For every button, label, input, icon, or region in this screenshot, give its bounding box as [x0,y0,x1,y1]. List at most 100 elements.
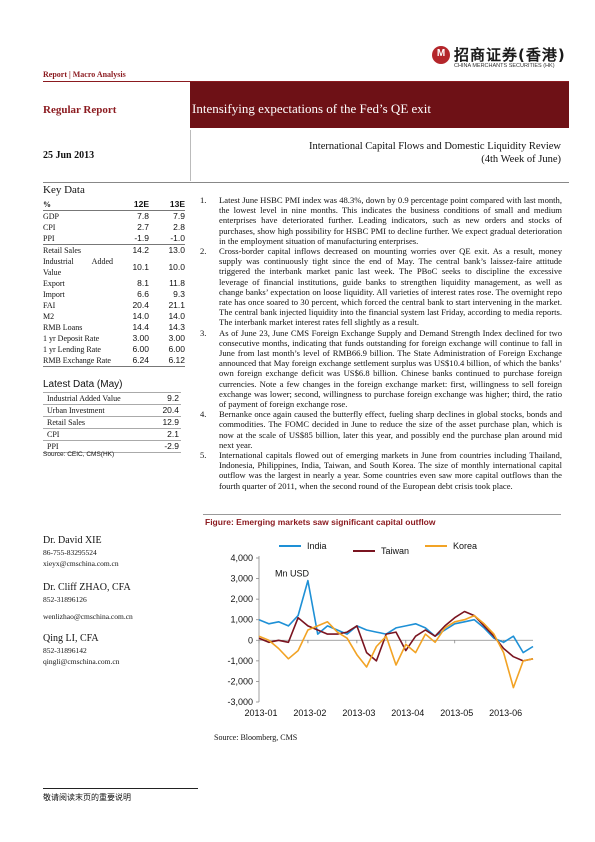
header-divider [190,130,191,181]
x-tick-label: 2013-03 [342,708,375,718]
latest-data-source: Source: CEIC, CMS(HK) [43,451,115,458]
key-data-label: M2 [43,312,55,321]
key-data-value-12e: 6.00 [132,344,149,354]
key-data-label: FAI [43,301,56,310]
report-subtitle: International Capital Flows and Domestic… [192,140,561,166]
key-data-row: RMB Exchange Rate 6.24 6.12 [43,355,185,367]
header-rule [43,81,569,82]
analyst-card: Qing LI, CFA 852-31896142 qingli@cmschin… [43,633,119,668]
y-tick-label: 1,000 [230,615,253,625]
y-tick-label: 2,000 [230,594,253,604]
key-data-value-13e: 21.1 [168,300,185,310]
key-data-value-12e: 10.1 [132,261,149,272]
key-data-row: GDP 7.8 7.9 [43,211,185,223]
key-data-value-13e: 6.12 [149,355,185,367]
y-tick-label: -1,000 [227,656,253,666]
bullet-text: Latest June HSBC PMI index was 48.3%, do… [219,195,562,246]
latest-data-label: Urban Investment [43,404,150,417]
key-data-header-col2: 13E [149,199,185,211]
bullet-number: 5. [200,450,207,461]
bullet-item: 2. Cross-border capital inflows decreased… [200,246,562,328]
key-data-value-13e: 9.3 [173,289,185,299]
y-tick-label: 3,000 [230,574,253,584]
key-data-value-13e: 14.0 [168,311,185,321]
x-tick-label: 2013-05 [440,708,473,718]
analyst-phone: 852-31896142 [43,645,87,655]
key-data-value-12e: 8.1 [137,278,149,288]
key-data-value-12e: 14.2 [132,245,149,255]
latest-data-label: Retail Sales [43,416,150,429]
key-data-value-12e: 2.7 [137,222,149,232]
key-data-label: RMB Loans [43,323,83,332]
review-bullets: 1. Latest June HSBC PMI index was 48.3%, … [200,195,562,491]
key-data-row: Export 8.1 11.8 [43,278,185,289]
key-data-value-12e: 14.0 [132,311,149,321]
x-tick-label: 2013-06 [489,708,522,718]
y-tick-label: -3,000 [227,697,253,707]
key-data-row: 1 yr Deposit Rate 3.00 3.00 [43,333,185,344]
x-tick-label: 2013-01 [244,708,277,718]
report-category: Regular Report [43,104,117,116]
latest-data-row: CPI 2.1 [43,428,181,441]
company-logo-icon: M [432,46,450,64]
report-type: Report | Macro Analysis [43,70,126,79]
report-date: 25 Jun 2013 [43,150,95,161]
bullet-item: 5. International capitals flowed out of e… [200,450,562,491]
key-data-row: RMB Loans 14.4 14.3 [43,322,185,333]
bullet-item: 1. Latest June HSBC PMI index was 48.3%, … [200,195,562,246]
key-data-value-12e: 7.8 [137,211,149,221]
key-data-label: GDP [43,212,60,221]
series-line-korea [258,614,534,689]
key-data-value-13e: -1.0 [149,233,185,245]
figure-rule [203,514,561,515]
bullet-number: 3. [200,327,207,338]
key-data-label: CPI [43,223,56,232]
key-data-value-12e: -1.9 [113,233,149,245]
bullet-number: 1. [200,195,207,205]
disclaimer-note: 敬请阅读末页的重要说明 [43,793,131,802]
key-data-title: Key Data [43,184,85,196]
y-axis-unit-label: Mn USD [275,569,310,579]
analyst-card: Dr. David XIE 86-755-83295524 xieyx@cmsc… [43,535,119,570]
key-data-value-13e: 10.0 [168,261,185,272]
key-data-value-13e: 11.8 [169,278,185,288]
key-data-label: 1 yr Deposit Rate [43,334,100,343]
analyst-email[interactable]: xieyx@cmschina.com.cn [43,559,119,568]
bullet-text: Cross-border capital inflows decreased o… [219,246,562,328]
key-data-header-col1: 12E [113,199,149,211]
figure-source: Source: Bloomberg, CMS [214,733,298,742]
company-name-cn: 招商证券(香港) [454,46,566,64]
key-data-value-13e: 13.0 [168,245,185,255]
key-data-label: Export [43,279,65,288]
subtitle-line-2: (4th Week of June) [481,154,561,165]
analyst-card: Dr. Cliff ZHAO, CFA 852-31896126 wenlizh… [43,582,133,623]
company-name-en: CHINA MERCHANTS SECURITIES (HK) [454,63,555,69]
x-tick-label: 2013-02 [293,708,326,718]
key-data-row: FAI 20.4 21.1 [43,300,185,311]
analyst-phone: 86-755-83295524 [43,547,97,557]
analyst-email[interactable]: wenlizhao@cmschina.com.cn [43,612,133,621]
key-data-value-12e: 3.00 [132,333,149,343]
latest-data-row: Industrial Added Value 9.2 [43,392,181,405]
latest-data-label: PPI [43,440,150,453]
report-title: Intensifying expectations of the Fed’s Q… [192,101,432,116]
key-data-row: CPI 2.7 2.8 [43,222,185,233]
key-data-label: 1 yr Lending Rate [43,345,101,354]
series-line-taiwan [258,610,534,662]
analyst-email[interactable]: qingli@cmschina.com.cn [43,657,120,666]
subtitle-line-1: International Capital Flows and Domestic… [309,141,561,152]
series-line-india [258,579,534,654]
latest-data-label: CPI [43,428,150,441]
key-data-row: PPI -1.9 -1.0 [43,233,185,245]
analyst-name: Dr. Cliff ZHAO, CFA [43,582,131,593]
latest-data-row: PPI -2.9 [43,440,181,453]
key-data-value-12e: 6.6 [137,289,149,299]
key-data-header-label: % [43,199,113,211]
key-data-label: PPI [43,233,113,245]
key-data-label: RMB Exchange Rate [43,355,113,367]
key-data-row: Import 6.6 9.3 [43,289,185,300]
latest-data-value: 9.2 [149,392,181,405]
footer-rule [43,788,198,789]
analyst-phone: 852-31896126 [43,594,87,604]
bullet-item: 3. As of June 23, June CMS Foreign Exchan… [200,328,562,410]
